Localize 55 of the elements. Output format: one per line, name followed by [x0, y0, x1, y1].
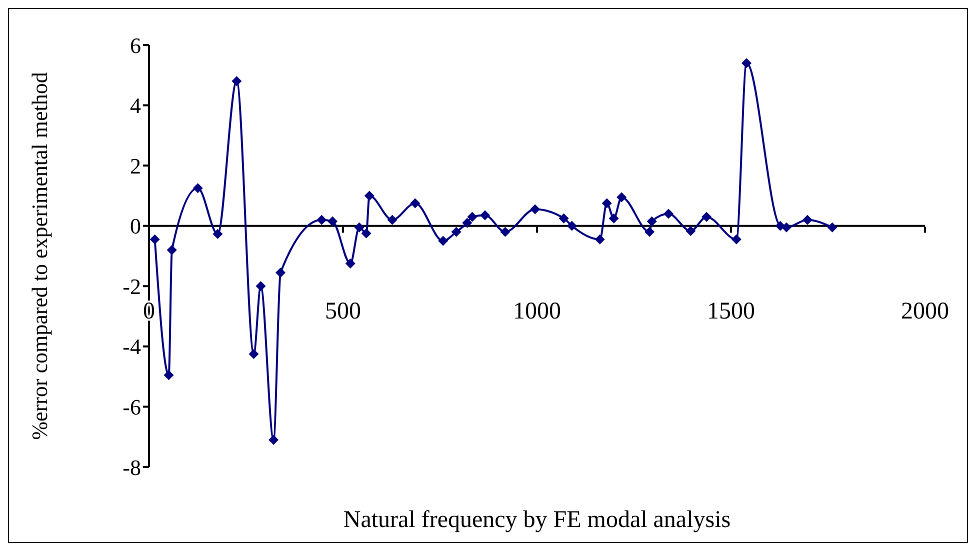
x-tick-label: 2000 — [901, 298, 949, 325]
point — [150, 234, 160, 244]
y-tick-label: -8 — [122, 454, 141, 480]
x-axis-title: Natural frequency by FE modal analysis — [343, 507, 731, 533]
point — [462, 218, 472, 228]
point — [438, 236, 448, 246]
y-tick-label: 4 — [130, 93, 141, 118]
point — [354, 222, 364, 232]
y-axis-title: %error compared to experimental method — [26, 72, 52, 440]
point — [731, 234, 742, 244]
point — [802, 214, 812, 225]
point — [608, 213, 619, 224]
point — [742, 58, 752, 68]
x-tick-label: 1000 — [513, 298, 561, 325]
point — [646, 216, 657, 226]
y-tick-label: -2 — [122, 274, 141, 299]
point — [316, 214, 327, 225]
point — [345, 258, 356, 269]
point — [410, 198, 420, 208]
point — [192, 183, 203, 194]
point — [500, 226, 510, 237]
point — [686, 226, 696, 236]
x-tick-label: 1500 — [707, 298, 755, 325]
point — [566, 220, 577, 231]
point — [644, 226, 655, 237]
point — [212, 228, 223, 239]
point — [602, 198, 612, 208]
point — [451, 226, 462, 237]
point — [530, 204, 540, 214]
point — [256, 281, 266, 292]
point — [328, 216, 338, 226]
point — [387, 214, 398, 225]
y-tick-label: 6 — [130, 32, 141, 58]
point — [781, 222, 792, 232]
point — [232, 76, 242, 86]
x-tick-label: 500 — [325, 298, 361, 325]
y-tick-label: 0 — [130, 214, 141, 239]
point — [702, 212, 712, 222]
point — [166, 244, 177, 255]
point — [480, 210, 490, 220]
point — [361, 228, 372, 238]
point — [594, 234, 605, 244]
point — [268, 434, 279, 445]
point — [827, 222, 838, 232]
point — [616, 192, 627, 202]
point — [248, 348, 259, 359]
point — [164, 370, 174, 380]
point — [664, 208, 674, 219]
y-tick-label: -6 — [122, 394, 141, 420]
point — [364, 190, 374, 201]
point — [276, 268, 286, 278]
y-tick-label: -4 — [122, 334, 141, 360]
point — [558, 213, 569, 224]
point — [467, 212, 478, 222]
y-tick-label: 2 — [130, 153, 141, 178]
